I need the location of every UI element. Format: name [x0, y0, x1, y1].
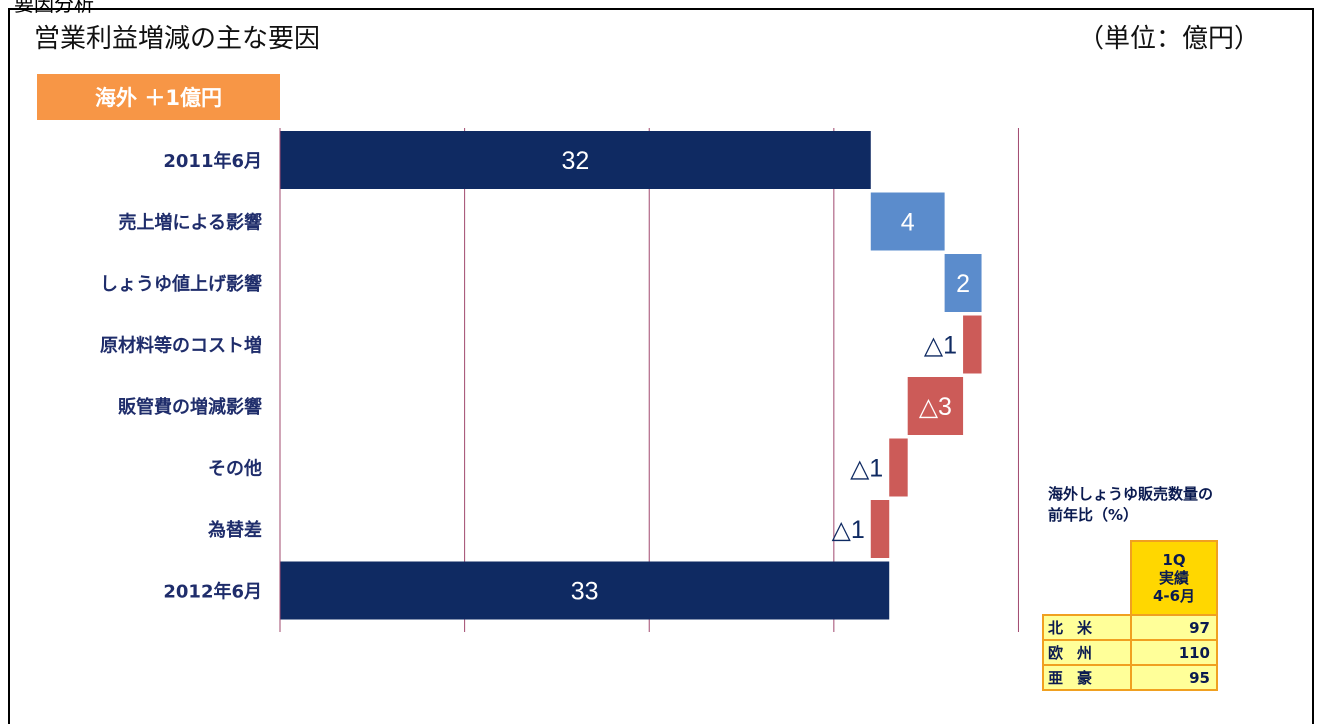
bar — [889, 438, 908, 497]
table-row: 北米 97 — [1042, 614, 1218, 641]
data-label: △3 — [919, 393, 952, 421]
data-label: △1 — [924, 332, 957, 360]
category-label: 売上増による影響 — [119, 212, 262, 234]
category-label: 原材料等のコスト増 — [100, 335, 262, 357]
overseas-badge: 海外 ＋1億円 — [37, 74, 280, 120]
region-cell: 北米 — [1042, 614, 1132, 641]
page-title: 営業利益増減の主な要因 — [34, 24, 321, 54]
value-cell: 95 — [1130, 664, 1218, 691]
overseas-soy-sauce-table: 1Q 実績 4-6月 北米 97 欧州 110 亜豪 95 — [1042, 540, 1218, 691]
category-label: 販管費の増減影響 — [118, 396, 262, 418]
table-row: 欧州 110 — [1042, 639, 1218, 666]
category-label: 為替差 — [208, 519, 262, 541]
table-row: 亜豪 95 — [1042, 664, 1218, 691]
data-label: △1 — [832, 516, 865, 544]
data-label: 33 — [571, 578, 599, 606]
table-header-1q: 1Q 実績 4-6月 — [1130, 540, 1218, 616]
category-label: その他 — [208, 458, 262, 480]
region-cell: 亜豪 — [1042, 664, 1132, 691]
data-label: 2 — [956, 270, 970, 298]
category-label: 2011年6月 — [163, 150, 262, 172]
data-label: △1 — [850, 455, 883, 483]
bar — [870, 500, 890, 558]
side-table-note: 海外しょうゆ販売数量の 前年比（%） — [1048, 485, 1214, 524]
value-cell: 97 — [1130, 614, 1218, 641]
bar — [944, 254, 982, 312]
slide-frame — [8, 8, 1314, 724]
region-cell: 欧州 — [1042, 639, 1132, 666]
bar — [963, 315, 982, 374]
unit-label: （単位：億円） — [1077, 24, 1260, 54]
bar — [907, 377, 964, 435]
value-cell: 110 — [1130, 639, 1218, 666]
bar — [870, 192, 945, 251]
bar — [280, 561, 890, 620]
category-label: しょうゆ値上げ影響 — [100, 273, 262, 295]
data-label: 32 — [561, 147, 589, 175]
table-header-row: 1Q 実績 4-6月 — [1043, 540, 1218, 616]
bar — [280, 131, 871, 189]
category-label: 2012年6月 — [163, 581, 262, 603]
data-label: 4 — [901, 209, 915, 237]
